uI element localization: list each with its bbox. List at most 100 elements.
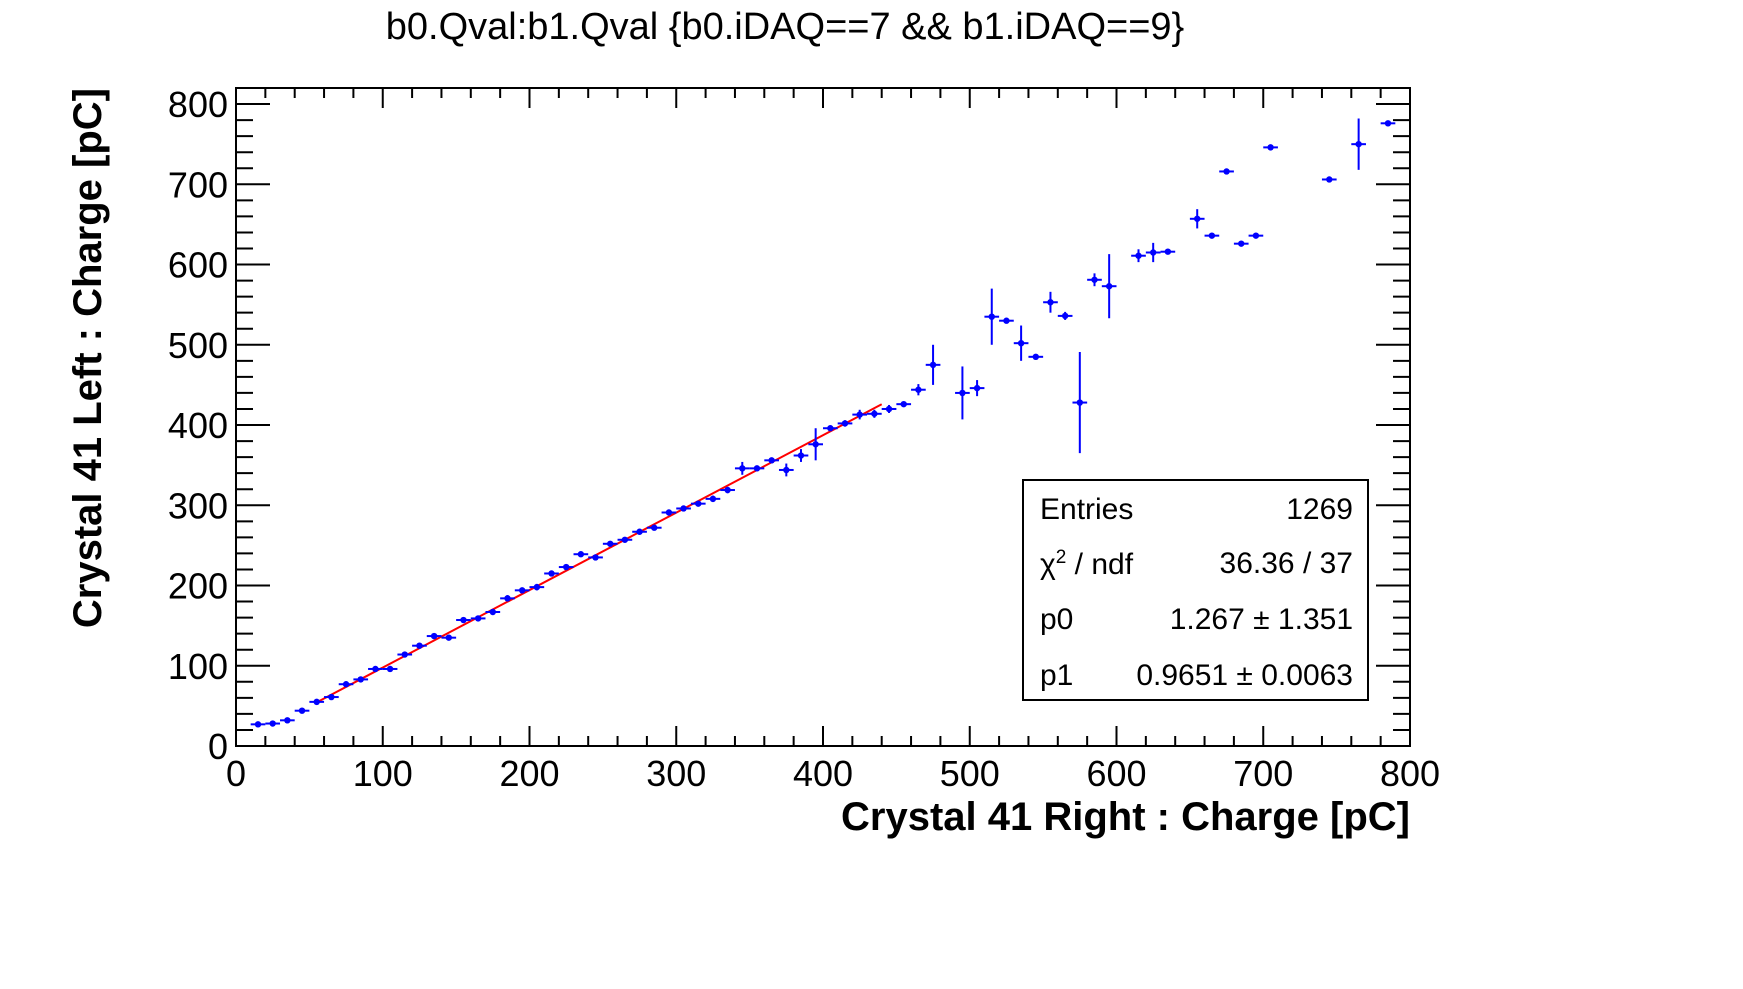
- y-tick-label: 0: [208, 726, 228, 767]
- point-marker: [474, 615, 482, 622]
- point-marker: [1326, 176, 1333, 183]
- point-marker: [328, 693, 335, 701]
- data-point: [558, 563, 574, 571]
- data-point: [1160, 248, 1176, 255]
- data-point: [852, 409, 868, 420]
- stats-row-chi2: χ2 / ndf 36.36 / 37: [1040, 547, 1353, 583]
- point-marker: [753, 465, 761, 472]
- x-tick-label: 200: [499, 753, 559, 794]
- data-point: [1233, 240, 1249, 247]
- x-tick-label: 100: [353, 753, 413, 794]
- data-point: [1087, 273, 1102, 287]
- point-marker: [797, 452, 805, 459]
- y-axis-label: Crystal 41 Left : Charge [pC]: [66, 88, 110, 628]
- chi-symbol: χ: [1040, 548, 1056, 581]
- data-point: [280, 717, 295, 724]
- point-marker: [562, 563, 570, 571]
- data-point: [1351, 118, 1366, 170]
- data-point: [514, 587, 530, 594]
- point-marker: [592, 554, 599, 561]
- y-tick-label: 700: [168, 164, 228, 205]
- data-point: [324, 693, 339, 701]
- data-point: [837, 420, 853, 427]
- point-marker: [386, 665, 394, 673]
- point-marker: [709, 495, 717, 503]
- data-point: [1189, 209, 1205, 229]
- data-point: [1028, 353, 1044, 361]
- data-point: [705, 495, 721, 503]
- point-marker: [401, 651, 408, 658]
- x-axis-label: Crystal 41 Right : Charge [pC]: [841, 795, 1410, 839]
- data-point: [925, 344, 941, 385]
- data-point: [309, 698, 325, 706]
- data-point: [749, 465, 765, 472]
- y-tick-label: 200: [168, 566, 228, 607]
- x-tick-label: 400: [793, 753, 853, 794]
- data-point: [690, 500, 706, 507]
- point-marker: [959, 389, 966, 397]
- point-marker: [680, 505, 687, 512]
- p0-label: p0: [1040, 603, 1074, 636]
- point-marker: [885, 405, 893, 413]
- chi2-value: 36.36 / 37: [1219, 547, 1353, 580]
- point-marker: [988, 313, 995, 320]
- point-marker: [1061, 312, 1069, 320]
- fit-line: [316, 403, 883, 704]
- point-marker: [1208, 232, 1216, 239]
- point-marker: [1003, 317, 1010, 324]
- data-point: [1013, 325, 1029, 361]
- data-point: [1072, 352, 1088, 454]
- data-point: [456, 616, 471, 624]
- point-marker: [621, 536, 629, 543]
- point-marker: [724, 486, 731, 494]
- data-point: [955, 366, 970, 420]
- point-marker: [504, 595, 511, 602]
- x-tick-label: 500: [940, 753, 1000, 794]
- y-tick-label: 100: [168, 646, 228, 687]
- data-point: [1380, 120, 1396, 127]
- point-marker: [1238, 240, 1245, 247]
- data-point: [1248, 232, 1264, 239]
- point-marker: [973, 384, 981, 392]
- data-point: [969, 380, 985, 397]
- data-point: [1321, 176, 1337, 183]
- y-tick-label: 500: [168, 325, 228, 366]
- data-point: [764, 457, 779, 464]
- point-marker: [900, 400, 907, 408]
- data-point: [338, 681, 354, 688]
- point-marker: [768, 457, 775, 464]
- p1-value: 0.9651 ± 0.0063: [1136, 659, 1353, 692]
- data-point: [734, 461, 750, 475]
- stats-box: Entries 1269 χ2 / ndf 36.36 / 37 p0 1.26…: [1022, 479, 1369, 701]
- x-tick-label: 800: [1380, 753, 1440, 794]
- point-marker: [739, 465, 746, 472]
- point-marker: [1252, 232, 1260, 239]
- p1-label: p1: [1040, 659, 1074, 692]
- point-marker: [1194, 215, 1201, 222]
- point-marker: [342, 681, 350, 688]
- data-point: [250, 721, 266, 728]
- point-marker: [460, 616, 467, 624]
- data-point: [999, 317, 1014, 324]
- data-point: [1101, 254, 1117, 319]
- point-marker: [548, 570, 555, 577]
- stats-row-p0: p0 1.267 ± 1.351: [1040, 603, 1353, 639]
- data-point: [617, 536, 633, 543]
- stats-row-p1: p1 0.9651 ± 0.0063: [1040, 659, 1353, 695]
- point-marker: [1384, 120, 1392, 127]
- entries-value: 1269: [1286, 493, 1353, 526]
- point-marker: [430, 632, 438, 640]
- data-point: [485, 608, 501, 616]
- point-marker: [856, 411, 863, 418]
- chi2-label-rest: / ndf: [1066, 548, 1134, 581]
- point-marker: [1149, 249, 1157, 256]
- data-point: [397, 651, 413, 658]
- point-marker: [489, 608, 497, 616]
- data-point: [911, 384, 926, 396]
- point-marker: [929, 361, 937, 369]
- point-marker: [1223, 168, 1230, 175]
- chi-superscript: 2: [1055, 547, 1067, 568]
- data-point: [265, 720, 281, 727]
- p0-value: 1.267 ± 1.351: [1169, 603, 1353, 636]
